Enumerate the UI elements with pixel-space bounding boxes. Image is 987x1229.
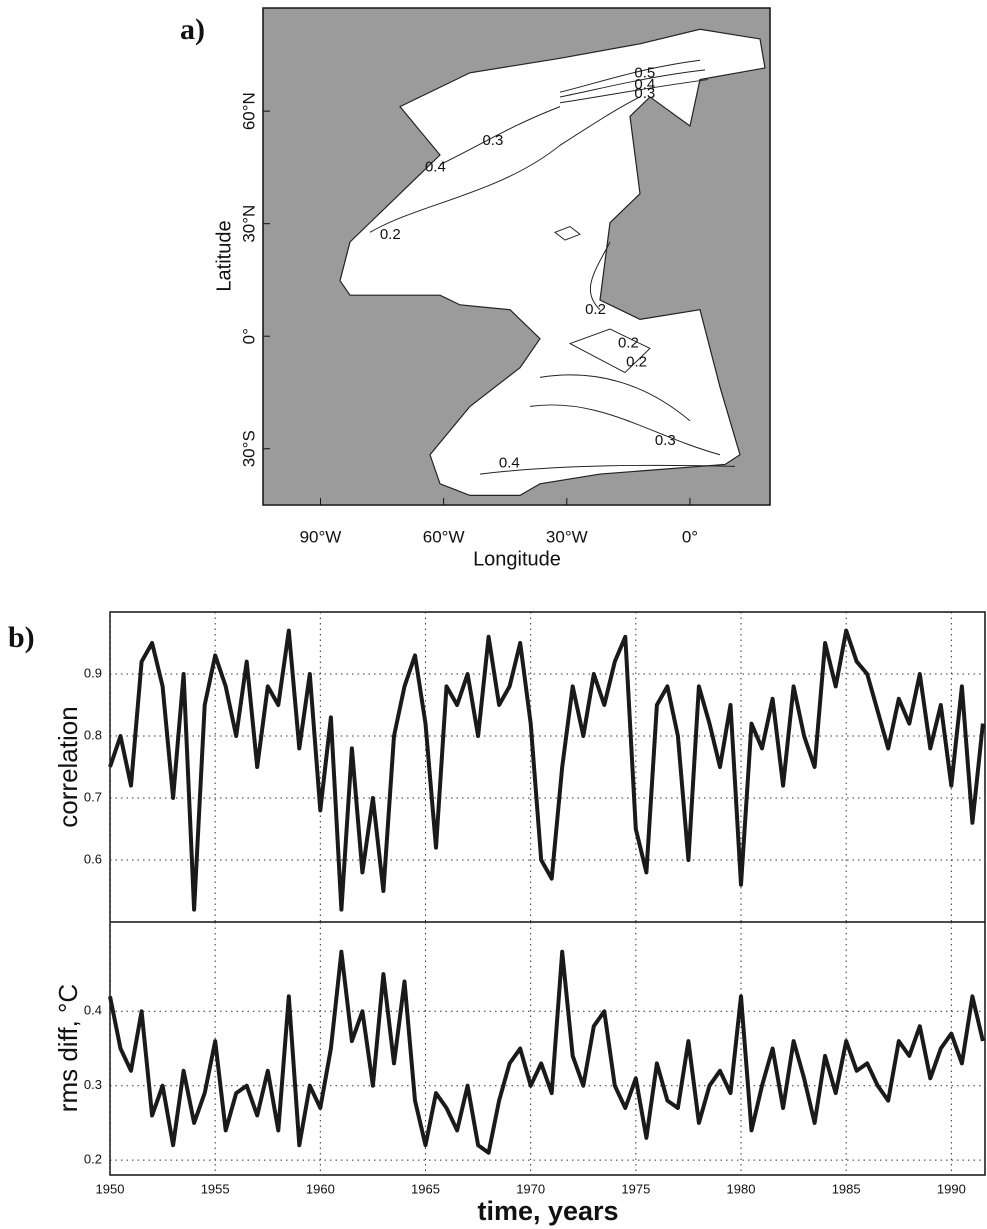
- x-tick-label: 1965: [411, 1181, 440, 1196]
- x-tick-label: 1955: [201, 1181, 230, 1196]
- contour-label: 0.4: [634, 76, 655, 93]
- contour-label: 0.2: [618, 335, 639, 352]
- x-tick-label: 1985: [832, 1181, 861, 1196]
- contour-label: 0.2: [380, 226, 401, 243]
- x-tick-label: 90°W: [300, 527, 342, 546]
- x-tick-label: 1990: [937, 1181, 966, 1196]
- contour: [439, 106, 561, 166]
- x-tick-label: 1980: [727, 1181, 756, 1196]
- series-line: [108, 949, 985, 1155]
- contour-label: 0.5: [634, 65, 655, 82]
- y-axis-label: rms diff, °C: [53, 984, 83, 1112]
- y-tick-label: 30°N: [239, 205, 258, 243]
- y-tick-label: 0.4: [84, 1003, 102, 1018]
- map-frame: [262, 7, 771, 506]
- series-line: [108, 628, 985, 912]
- y-tick-label: 0.8: [84, 727, 102, 742]
- y-tick-label: 0.3: [84, 1077, 102, 1092]
- contour-label: 0.2: [585, 301, 606, 318]
- contour: [529, 404, 721, 456]
- contour-label: 0.2: [626, 353, 647, 370]
- contour: [590, 241, 611, 311]
- contour-label: 0.3: [482, 132, 503, 149]
- contour-label: 0.4: [425, 158, 446, 175]
- x-axis-label: time, years: [477, 1196, 618, 1226]
- x-tick-label: 30°W: [546, 527, 588, 546]
- contour-label: 0.3: [634, 85, 655, 102]
- panel-label: a): [180, 13, 205, 46]
- x-tick-label: 1970: [516, 1181, 545, 1196]
- y-axis-label: correlation: [53, 706, 83, 827]
- y-axis-label: Latitude: [213, 220, 235, 291]
- y-tick-label: 0.2: [84, 1152, 102, 1167]
- ocean: [339, 28, 766, 496]
- y-tick-label: 60°N: [239, 92, 258, 130]
- x-tick-label: 1975: [621, 1181, 650, 1196]
- y-tick-label: 0.6: [84, 851, 102, 866]
- x-tick-label: 1950: [96, 1181, 125, 1196]
- y-tick-label: 0.7: [84, 789, 102, 804]
- contour-label: 0.3: [655, 432, 676, 449]
- x-axis-label: Longitude: [473, 548, 561, 570]
- contour-lines: [369, 59, 736, 475]
- contour: [559, 69, 706, 98]
- x-tick-label: 60°W: [423, 527, 465, 546]
- y-tick-label: 0.9: [84, 665, 102, 680]
- x-tick-label: 1960: [306, 1181, 335, 1196]
- contour: [568, 328, 651, 374]
- contour: [539, 374, 691, 422]
- contour-label: 0.4: [499, 455, 520, 472]
- y-tick-label: 0°: [239, 328, 258, 344]
- contour: [559, 79, 709, 104]
- contour: [554, 225, 581, 241]
- contour: [369, 96, 641, 233]
- x-tick-label: 0°: [682, 527, 698, 546]
- y-tick-label: 30°S: [239, 430, 258, 467]
- map-background: [262, 7, 771, 506]
- contour: [559, 59, 701, 93]
- panel-label: b): [8, 621, 35, 654]
- contour: [479, 464, 736, 475]
